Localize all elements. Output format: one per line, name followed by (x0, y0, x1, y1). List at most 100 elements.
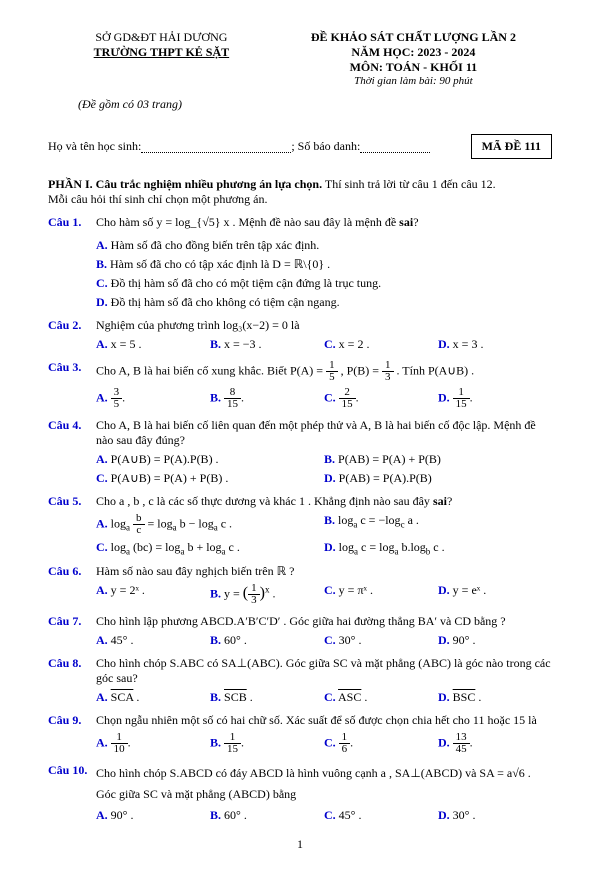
student-id-blank (360, 141, 430, 153)
question-6: Câu 6. Hàm số nào sau đây nghịch biến tr… (48, 564, 552, 579)
question-2: Câu 2. Nghiệm của phương trình log₃(x−2)… (48, 318, 552, 333)
opt-d: D. x = 3 . (438, 337, 552, 352)
question-7: Câu 7. Cho hình lập phương ABCD.A′B′C′D′… (48, 614, 552, 629)
opt-d: D. BSC . (438, 690, 552, 705)
id-label: ; Số báo danh: (291, 139, 360, 154)
opt-c: C. P(A∪B) = P(A) + P(B) . (96, 471, 324, 486)
duration: Thời gian làm bài: 90 phút (275, 75, 552, 87)
q-label: Câu 6. (48, 564, 96, 579)
opt-b: B. 815. (210, 387, 324, 410)
question-5: Câu 5. Cho a , b , c là các số thực dươn… (48, 494, 552, 509)
header: SỞ GD&ĐT HẢI DƯƠNG TRƯỜNG THPT KẺ SẶT ĐỀ… (48, 30, 552, 87)
opt-d: D. P(AB) = P(A).P(B) (324, 471, 552, 486)
opt-d: D. Đồ thị hàm số đã cho không có tiệm cậ… (96, 295, 552, 310)
q6-options: A. y = 2ˣ . B. y = (13)x . C. y = πˣ . D… (96, 583, 552, 606)
opt-b: B. P(AB) = P(A) + P(B) (324, 452, 552, 467)
q2-options: A. x = 5 . B. x = −3 . C. x = 2 . D. x =… (96, 337, 552, 352)
q-stem: Cho hình chóp S.ABC có SA⊥(ABC). Góc giữ… (96, 656, 552, 686)
opt-c: C. ASC . (324, 690, 438, 705)
opt-d: D. y = eˣ . (438, 583, 552, 606)
q-label: Câu 9. (48, 713, 96, 728)
q-stem: Cho a , b , c là các số thực dương và kh… (96, 494, 552, 509)
question-4: Câu 4. Cho A, B là hai biến cố liên quan… (48, 418, 552, 448)
question-8: Câu 8. Cho hình chóp S.ABC có SA⊥(ABC). … (48, 656, 552, 686)
page: SỞ GD&ĐT HẢI DƯƠNG TRƯỜNG THPT KẺ SẶT ĐỀ… (0, 0, 592, 872)
part1-sub: Mỗi câu hỏi thí sinh chỉ chọn một phương… (48, 192, 552, 207)
q-label: Câu 5. (48, 494, 96, 509)
opt-d: D. 115. (438, 387, 552, 410)
opt-c: C. x = 2 . (324, 337, 438, 352)
student-name-blank (141, 141, 291, 153)
header-right: ĐỀ KHẢO SÁT CHẤT LƯỢNG LẦN 2 NĂM HỌC: 20… (275, 30, 552, 87)
question-10: Câu 10. Cho hình chóp S.ABCD có đáy ABCD… (48, 763, 552, 804)
q3-options: A. 35. B. 815. C. 215. D. 115. (96, 387, 552, 410)
q9-options: A. 110. B. 115. C. 16. D. 1345. (96, 732, 552, 755)
opt-d: D. loga c = loga b.logb c . (324, 540, 552, 556)
q-stem: Chọn ngẫu nhiên một số có hai chữ số. Xá… (96, 713, 552, 728)
q-body: Cho hàm số y = log_{√5} x . Mệnh đề nào … (96, 215, 552, 310)
q-label: Câu 1. (48, 215, 96, 310)
opt-c: C. 30° . (324, 633, 438, 648)
student-label: Họ và tên học sinh: (48, 139, 141, 154)
fraction: 15 (326, 360, 338, 383)
opt-b: B. 60° . (210, 808, 324, 823)
q7-options: A. 45° . B. 60° . C. 30° . D. 90° . (96, 633, 552, 648)
student-line: Họ và tên học sinh: ; Số báo danh: MÃ ĐỀ… (48, 134, 552, 159)
part1-desc: Thí sinh trả lời từ câu 1 đến câu 12. (322, 177, 496, 191)
opt-b: B. y = (13)x . (210, 583, 324, 606)
q-stem: Nghiệm của phương trình log₃(x−2) = 0 là (96, 318, 552, 333)
q-stem: Cho A, B là hai biến cố xung khắc. Biết … (96, 360, 552, 383)
q8-options: A. SCA . B. SCB . C. ASC . D. BSC . (96, 690, 552, 705)
q-label: Câu 4. (48, 418, 96, 448)
part1-title: PHẦN I. Câu trắc nghiệm nhiều phương án … (48, 177, 552, 192)
question-1: Câu 1. Cho hàm số y = log_{√5} x . Mệnh … (48, 215, 552, 310)
q-stem: Hàm số nào sau đây nghịch biến trên ℝ ? (96, 564, 552, 579)
opt-d: D. 30° . (438, 808, 552, 823)
opt-c: C. 16. (324, 732, 438, 755)
q-label: Câu 10. (48, 763, 96, 804)
opt-b: B. Hàm số đã cho có tập xác định là D = … (96, 257, 552, 272)
page-note: (Đề gồm có 03 trang) (78, 97, 552, 112)
opt-d: D. 90° . (438, 633, 552, 648)
q-label: Câu 8. (48, 656, 96, 686)
q5-options-row1: A. loga bc = loga b − loga c . B. loga c… (96, 513, 552, 536)
opt-a: A. y = 2ˣ . (96, 583, 210, 606)
opt-d: D. 1345. (438, 732, 552, 755)
opt-b: B. loga c = −logc a . (324, 513, 552, 536)
opt-c: C. loga (bc) = loga b + loga c . (96, 540, 324, 556)
question-9: Câu 9. Chọn ngẫu nhiên một số có hai chữ… (48, 713, 552, 728)
q4-options-row1: A. P(A∪B) = P(A).P(B) . B. P(AB) = P(A) … (96, 452, 552, 467)
opt-a: A. 90° . (96, 808, 210, 823)
opt-b: B. 115. (210, 732, 324, 755)
opt-b: B. 60° . (210, 633, 324, 648)
header-left: SỞ GD&ĐT HẢI DƯƠNG TRƯỜNG THPT KẺ SẶT (48, 30, 275, 87)
opt-c: C. y = πˣ . (324, 583, 438, 606)
opt-b: B. x = −3 . (210, 337, 324, 352)
q-label: Câu 2. (48, 318, 96, 333)
opt-a: A. 35. (96, 387, 210, 410)
opt-c: C. 215. (324, 387, 438, 410)
opt-a: A. loga bc = loga b − loga c . (96, 513, 324, 536)
q-stem: Cho A, B là hai biến cố liên quan đến mộ… (96, 418, 552, 448)
exam-title: ĐỀ KHẢO SÁT CHẤT LƯỢNG LẦN 2 (275, 30, 552, 45)
question-3: Câu 3. Cho A, B là hai biến cố xung khắc… (48, 360, 552, 383)
dept: SỞ GD&ĐT HẢI DƯƠNG (48, 30, 275, 45)
opt-b: B. SCB . (210, 690, 324, 705)
opt-c: C. 45° . (324, 808, 438, 823)
q5-options-row2: C. loga (bc) = loga b + loga c . D. loga… (96, 540, 552, 556)
opt-a: A. P(A∪B) = P(A).P(B) . (96, 452, 324, 467)
page-number: 1 (48, 837, 552, 852)
q4-options-row2: C. P(A∪B) = P(A) + P(B) . D. P(AB) = P(A… (96, 471, 552, 486)
q10-options: A. 90° . B. 60° . C. 45° . D. 30° . (96, 808, 552, 823)
q-label: Câu 7. (48, 614, 96, 629)
opt-c: C. Đồ thị hàm số đã cho có một tiệm cận … (96, 276, 552, 291)
q-label: Câu 3. (48, 360, 96, 383)
opt-a: A. x = 5 . (96, 337, 210, 352)
fraction: 13 (382, 360, 394, 383)
opt-a: A. 45° . (96, 633, 210, 648)
opt-a: A. Hàm số đã cho đồng biến trên tập xác … (96, 238, 552, 253)
school: TRƯỜNG THPT KẺ SẶT (48, 45, 275, 60)
q-stem: Cho hình chóp S.ABCD có đáy ABCD là hình… (96, 763, 552, 804)
opt-a: A. 110. (96, 732, 210, 755)
school-year: NĂM HỌC: 2023 - 2024 (275, 45, 552, 60)
